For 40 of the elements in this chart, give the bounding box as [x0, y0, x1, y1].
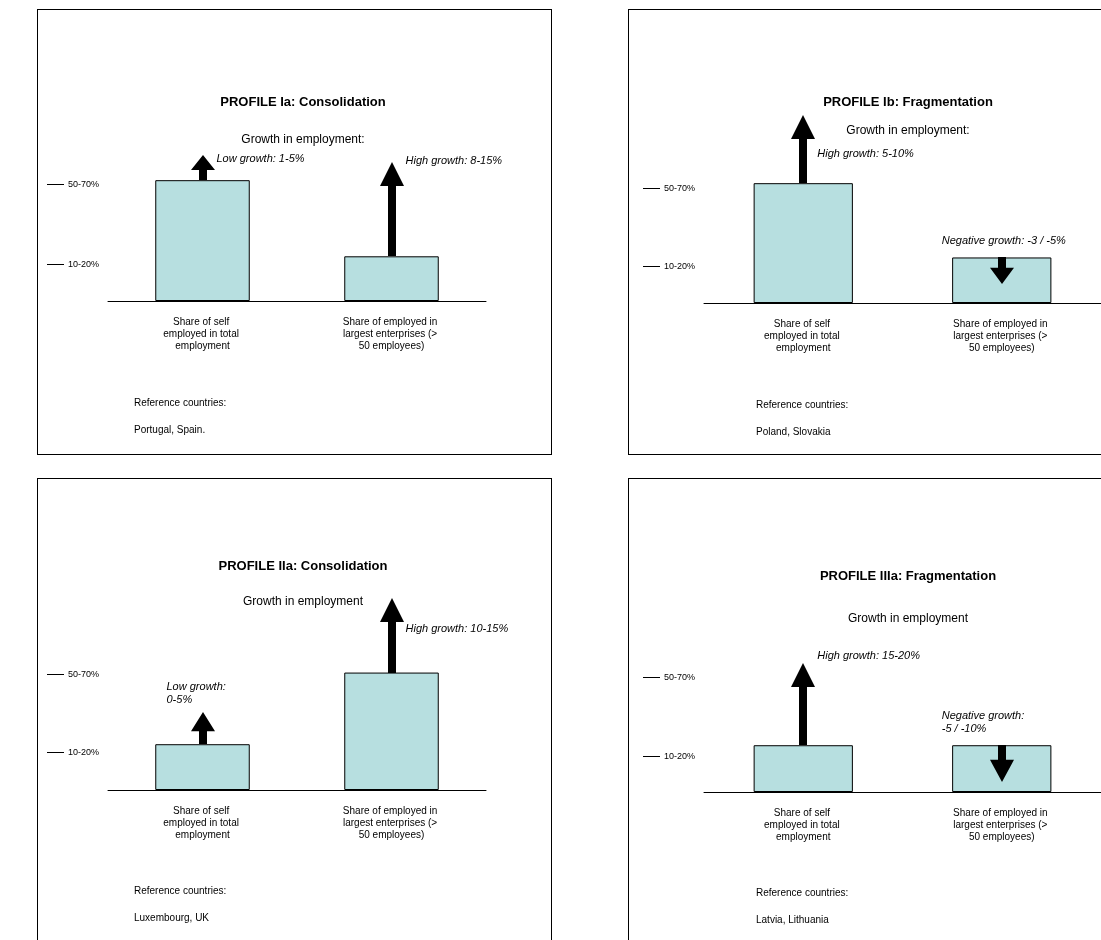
- text: 10-20%: [68, 259, 100, 269]
- text: Luxembourg, UK: [134, 912, 210, 923]
- chart-title: PROFILE Ib: Fragmentation: [823, 94, 993, 109]
- text: High growth: 10-15%: [405, 621, 509, 635]
- x-tick-label: Share of self employed in total employment: [163, 804, 242, 840]
- x-tick-label: Share of self employed in total employment: [764, 806, 843, 842]
- text: Negative growth: -5 / -10%: [941, 709, 1025, 736]
- x-tick-label: Share of employed in largest enterprises (> 50 employees): [953, 806, 1051, 842]
- text: Reference countries:: [134, 397, 227, 408]
- text: Poland, Slovakia: [756, 426, 831, 437]
- x-tick-label: Share of employed in largest enterprises (> 50 employees): [342, 315, 441, 351]
- x-tick-label: Share of self employed in total employment: [163, 315, 242, 351]
- text: 50-70%: [68, 669, 100, 679]
- x-tick-label: Share of self employed in total employment: [764, 317, 843, 353]
- annotation: Low growth: 0-5%: [166, 680, 226, 707]
- x-tick-label: Share of employed in largest enterprises (> 50 employees): [953, 317, 1051, 353]
- text: Low growth: 1-5%: [216, 152, 305, 166]
- text: 50-70%: [664, 672, 696, 682]
- chart-subtitle: Growth in employment: [847, 611, 969, 625]
- annotation: Negative growth: -3 / -5%: [941, 234, 1066, 248]
- text: 10-20%: [68, 747, 100, 757]
- text: Reference countries:: [134, 885, 227, 896]
- text: High growth: 15-20%: [817, 649, 920, 663]
- x-tick-label: Share of employed in largest enterprises (> 50 employees): [342, 804, 441, 840]
- text: Reference countries:: [756, 887, 849, 898]
- text: Portugal, Spain.: [134, 424, 206, 435]
- chart-title: PROFILE IIa: Consolidation: [218, 558, 388, 573]
- chart-subtitle: Growth in employment:: [241, 132, 365, 146]
- text: Reference countries:: [756, 399, 849, 410]
- text: 10-20%: [664, 261, 696, 271]
- text: High growth: 5-10%: [817, 147, 914, 161]
- text: High growth: 8-15%: [405, 154, 503, 168]
- text: 50-70%: [664, 183, 696, 193]
- chart-subtitle: Growth in employment: [242, 594, 364, 608]
- text: 50-70%: [68, 179, 100, 189]
- text: 10-20%: [664, 751, 696, 761]
- text: Latvia, Lithuania: [756, 914, 829, 925]
- chart-title: PROFILE Ia: Consolidation: [220, 94, 386, 109]
- chart-title: PROFILE IIIa: Fragmentation: [819, 568, 997, 583]
- chart-subtitle: Growth in employment:: [846, 123, 970, 137]
